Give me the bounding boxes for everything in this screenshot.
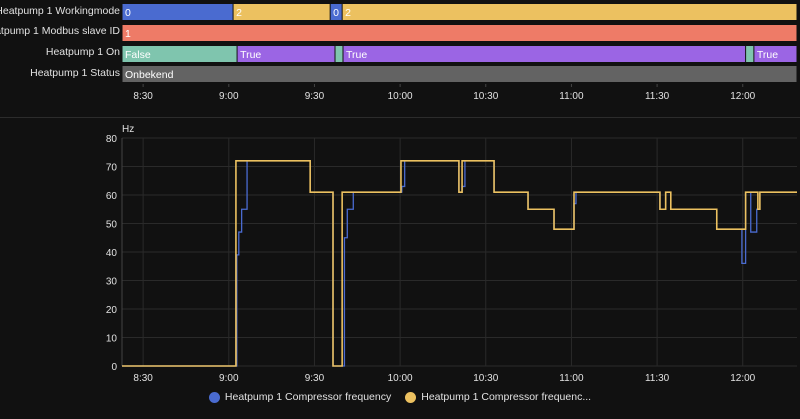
- timeline-segment-label: 0: [333, 7, 339, 19]
- x-tick-label: 11:00: [559, 373, 584, 384]
- y-tick-label: 70: [106, 163, 118, 174]
- x-tick-label: 10:00: [388, 373, 413, 384]
- y-axis-unit: Hz: [122, 124, 135, 135]
- timeline-tick-label: 8:30: [133, 91, 153, 102]
- timeline-segment-label: True: [240, 49, 261, 61]
- legend-label: Heatpump 1 Compressor frequenc...: [421, 391, 592, 403]
- timeline-segment: [237, 46, 335, 62]
- timeline-tick-label: 11:30: [645, 91, 670, 102]
- timeline-tick-label: 10:00: [388, 91, 413, 102]
- timeline-tick-label: 9:30: [305, 91, 325, 102]
- x-tick-label: 11:30: [645, 373, 670, 384]
- legend-item-compressor-frequency-2[interactable]: Heatpump 1 Compressor frequenc...: [405, 391, 591, 403]
- row-label-modbus-slave-id: Heatpump 1 Modbus slave ID: [0, 25, 120, 37]
- x-tick-label: 9:00: [219, 373, 239, 384]
- timeline-segment: [746, 46, 754, 62]
- y-tick-label: 30: [106, 277, 118, 288]
- timeline-segment: [122, 25, 797, 41]
- timeline-segment: [233, 4, 330, 20]
- legend-dot-blue-icon: [208, 391, 220, 403]
- section-divider: [0, 117, 800, 118]
- y-tick-label: 40: [106, 248, 118, 259]
- timeline-segment: [342, 4, 797, 20]
- timeline-segment-label: 2: [236, 7, 242, 19]
- timeline-segment-label: Onbekend: [125, 69, 174, 81]
- series-line-2: [122, 160, 797, 367]
- y-tick-label: 0: [111, 362, 117, 373]
- timeline-segment: [330, 4, 342, 20]
- timeline-segment-label: 0: [125, 7, 131, 19]
- y-tick-label: 20: [106, 305, 118, 316]
- x-tick-label: 8:30: [133, 373, 153, 384]
- timeline-segment: [343, 46, 746, 62]
- timeline-tick-label: 11:00: [559, 91, 584, 102]
- y-tick-label: 80: [106, 134, 118, 145]
- timeline-segment-label: True: [757, 49, 778, 61]
- chart-legend: Heatpump 1 Compressor frequency Heatpump…: [0, 391, 800, 403]
- y-tick-label: 60: [106, 191, 118, 202]
- timeline-segment-label: 1: [125, 28, 131, 40]
- row-label-workingmode: Heatpump 1 Workingmode: [0, 5, 120, 17]
- y-tick-label: 10: [106, 334, 118, 345]
- timeline-segment-label: 2: [345, 7, 351, 19]
- x-tick-label: 12:00: [730, 373, 755, 384]
- timeline-segment-label: True: [346, 49, 367, 61]
- timeline-segment: [122, 4, 233, 20]
- timeline-segment: [335, 46, 343, 62]
- timeline-segment: [122, 46, 237, 62]
- timeline-tick-label: 12:00: [730, 91, 755, 102]
- timeline-segment: [754, 46, 797, 62]
- legend-label: Heatpump 1 Compressor frequency: [224, 391, 392, 403]
- timeline-segment-label: False: [125, 49, 151, 61]
- y-tick-label: 50: [106, 220, 118, 231]
- legend-dot-yellow-icon: [405, 391, 417, 403]
- timeline-segment: [122, 66, 797, 82]
- row-label-on: Heatpump 1 On: [45, 46, 120, 58]
- x-tick-label: 9:30: [305, 373, 325, 384]
- timeline-tick-label: 9:00: [219, 91, 239, 102]
- timeline-tick-label: 10:30: [473, 91, 498, 102]
- legend-item-compressor-frequency-1[interactable]: Heatpump 1 Compressor frequency: [208, 391, 392, 403]
- x-tick-label: 10:30: [473, 373, 498, 384]
- row-label-status: Heatpump 1 Status: [30, 67, 120, 79]
